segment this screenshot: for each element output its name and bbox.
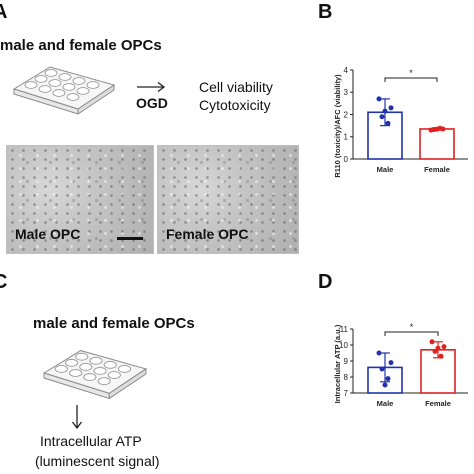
chart-d-point-female [441, 344, 447, 350]
treatment-label: OGD [136, 95, 168, 111]
chart-d-point-male [385, 376, 391, 382]
chart-b-bar-female [419, 128, 455, 160]
chart-d-ylabel: Intracellular ATP (a.u.) [333, 324, 342, 403]
panel-letter-a: A [0, 1, 8, 23]
chart-d-point-male [382, 382, 388, 388]
chart-b-ytick-label: 1 [344, 133, 349, 142]
panel-c-heading: male and female OPCs [33, 315, 195, 332]
chart-b-point-female [434, 126, 440, 132]
chart-b-xtick-label: Male [377, 165, 394, 174]
chart-b-ytick-label: 3 [344, 88, 349, 97]
chart-d-ytick-label: 11 [340, 325, 349, 334]
micrograph-female-opc: Female OPC [157, 145, 299, 254]
chart-d-ytick-label: 8 [344, 373, 349, 382]
arrow-down-icon [71, 405, 83, 430]
chart-b-point-male [385, 120, 391, 126]
chart-d-point-female [432, 348, 438, 354]
chart-b-point-male [376, 96, 382, 102]
chart-b-point-male [379, 114, 385, 120]
chart-b: R110 (toxicity)/AFC (viability) 0 1 2 3 4 Mal… [333, 66, 468, 178]
arrow-right-icon [137, 81, 166, 93]
scale-bar [117, 237, 143, 240]
chart-d-ytick-label: 9 [344, 357, 349, 366]
well-plate-icon-c [42, 350, 148, 400]
micrograph-label-female: Female OPC [166, 226, 249, 242]
chart-d-ytick-label: 7 [344, 389, 349, 398]
micrograph-label-male: Male OPC [15, 226, 81, 242]
readout-cytotoxicity: Cytotoxicity [199, 97, 271, 113]
chart-b-xtick-label: Female [424, 165, 450, 174]
chart-d-significance-star: * [410, 322, 414, 332]
chart-d-point-female [435, 345, 441, 351]
panel-a-heading: male and female OPCs [0, 37, 162, 54]
chart-d-point-female [429, 339, 435, 345]
chart-d-point-female [438, 353, 444, 359]
chart-d-point-male [376, 350, 382, 356]
chart-d-ytick-label: 10 [339, 341, 348, 350]
chart-b-ytick-label: 4 [344, 66, 349, 75]
readout-luminescent-signal: (luminescent signal) [35, 453, 160, 469]
chart-d-point-male [388, 360, 394, 366]
chart-b-point-male [382, 108, 388, 114]
chart-d-point-male [379, 366, 385, 372]
chart-b-significance-star: * [409, 68, 413, 78]
chart-b-ytick-label: 0 [344, 155, 349, 164]
chart-d-xtick-label: Female [425, 399, 451, 408]
readout-cell-viability: Cell viability [199, 79, 273, 95]
chart-b-ytick-label: 2 [344, 110, 349, 119]
panel-letter-b: B [318, 1, 333, 23]
chart-b-point-male [388, 105, 394, 111]
chart-d-significance-bracket [384, 331, 439, 336]
micrograph-male-opc: Male OPC [6, 145, 154, 254]
chart-b-significance-bracket [384, 77, 438, 82]
chart-d-xtick-label: Male [377, 399, 394, 408]
panel-letter-d: D [318, 271, 333, 293]
readout-intracellular-atp: Intracellular ATP [40, 433, 142, 449]
well-plate-icon-a [12, 66, 116, 115]
panel-letter-c: C [0, 271, 8, 293]
chart-b-ylabel: R110 (toxicity)/AFC (viability) [333, 74, 342, 178]
chart-d: Intracellular ATP (a.u.) 7 8 9 10 11 Male Fema… [333, 322, 468, 408]
